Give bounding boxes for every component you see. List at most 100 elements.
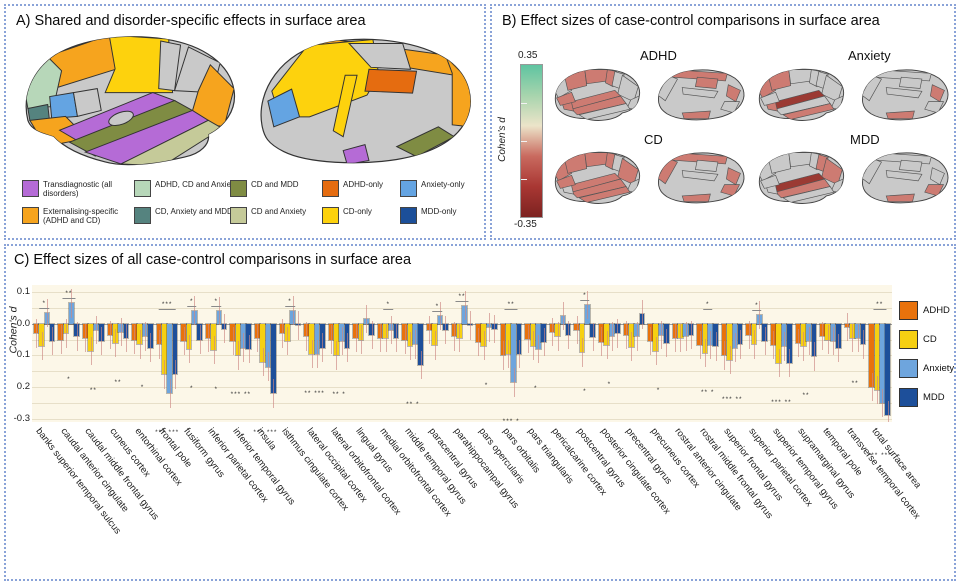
error-bar	[538, 334, 540, 364]
legend-swatch-cd_anx_mdd	[134, 207, 151, 224]
sig-below: *	[656, 386, 661, 394]
bar-anxiety-26	[682, 322, 689, 338]
error-bar	[661, 320, 663, 350]
error-bar	[808, 327, 810, 356]
sig-below: *** ***	[155, 429, 180, 437]
error-bar	[238, 341, 240, 370]
error-bar	[439, 301, 441, 331]
error-bar	[341, 327, 343, 356]
sig-below: *	[607, 381, 612, 389]
error-bar	[699, 330, 701, 359]
brain-mdd-lateral	[758, 151, 845, 204]
error-bar	[396, 323, 398, 353]
error-bar	[513, 368, 515, 397]
error-bar	[159, 330, 161, 359]
error-bar	[675, 323, 677, 353]
sig-below: ** ***	[304, 389, 325, 397]
legend-item-transdiagnostic: Transdiagnostic (all disorders)	[22, 180, 129, 198]
error-bar	[267, 352, 269, 381]
error-bar	[625, 320, 627, 350]
bar-mdd-15	[417, 322, 424, 366]
legend-label-adhd_cd_anx: ADHD, CD and Anxiety	[155, 180, 238, 189]
error-bar	[404, 325, 406, 354]
error-bar	[715, 332, 717, 361]
bar-cd-8	[234, 322, 242, 357]
legend-item-mdd_only: MDD-only	[400, 207, 507, 224]
error-bar	[292, 296, 294, 325]
error-bar	[360, 325, 362, 354]
error-bar	[666, 328, 668, 358]
gridline	[32, 387, 892, 389]
y-tick-label: 0.0	[16, 317, 30, 329]
bar-cd-23	[603, 322, 610, 347]
error-bar	[789, 348, 791, 378]
error-bar	[224, 314, 226, 343]
chart-legend-item-mdd: MDD	[899, 388, 945, 407]
error-bar	[857, 323, 859, 353]
sig-above: *	[702, 301, 713, 310]
chart-legend-item-adhd: ADHD	[899, 301, 950, 320]
legend-label-anx_only: Anxiety-only	[421, 180, 465, 189]
error-bar	[317, 339, 319, 369]
error-bar	[557, 322, 559, 351]
error-bar	[76, 322, 78, 351]
colorbar	[520, 64, 543, 218]
legend-item-adhd_cd_anx: ADHD, CD and Anxiety	[134, 180, 241, 197]
sig-above: **	[873, 301, 887, 310]
legend-label-mdd_only: MDD-only	[421, 207, 457, 216]
error-bar	[380, 323, 382, 353]
error-bar	[306, 322, 308, 351]
error-bar	[199, 325, 201, 354]
error-bar	[489, 313, 491, 342]
error-bar	[90, 336, 92, 365]
error-bar	[36, 319, 38, 348]
sig-above: *	[186, 298, 197, 307]
brain-label-cd: CD	[644, 132, 663, 147]
error-bar	[95, 315, 97, 345]
error-bar	[838, 333, 840, 363]
error-bar	[41, 331, 43, 361]
error-bar	[543, 327, 545, 357]
error-bar	[655, 336, 657, 365]
error-bar	[862, 330, 864, 359]
error-bar	[164, 360, 166, 389]
error-bar	[243, 333, 245, 362]
brain-cd-medial	[658, 152, 745, 204]
colorbar-axis-label: Cohen's d	[496, 117, 508, 162]
gridline	[32, 339, 892, 341]
error-bar	[469, 311, 471, 340]
error-bar	[641, 300, 643, 329]
error-bar	[120, 317, 122, 346]
sig-above: **	[504, 301, 518, 310]
error-bar	[617, 319, 619, 348]
error-bar	[139, 330, 141, 359]
error-bar	[150, 333, 152, 362]
error-bar	[636, 322, 638, 351]
error-bar	[257, 323, 259, 353]
brain-anxiety-lateral	[758, 68, 845, 121]
error-bar	[740, 330, 742, 359]
chart-legend-label-adhd: ADHD	[923, 305, 950, 316]
error-bar	[287, 327, 289, 356]
y-tick-label: 0.1	[16, 349, 30, 361]
error-bar	[729, 345, 731, 375]
sig-above: *	[432, 303, 443, 312]
sig-below: *** ***	[253, 429, 278, 437]
bar-anxiety-5	[166, 322, 173, 395]
error-bar	[582, 338, 584, 367]
error-bar	[232, 327, 234, 356]
bar-adhd-25	[647, 322, 654, 343]
panelA-brain-lateral	[25, 36, 236, 166]
error-bar	[218, 297, 220, 326]
sig-below: **	[851, 380, 859, 388]
sig-below: *	[484, 381, 489, 389]
gridline	[32, 323, 892, 325]
legend-label-cd_only: CD-only	[343, 207, 372, 216]
error-bar	[887, 401, 889, 422]
colorbar-tick	[521, 141, 527, 142]
gridline	[32, 402, 892, 404]
error-bar	[764, 327, 766, 356]
error-bar	[773, 330, 775, 359]
error-bar	[366, 304, 368, 334]
sig-below: *** **	[771, 399, 792, 407]
